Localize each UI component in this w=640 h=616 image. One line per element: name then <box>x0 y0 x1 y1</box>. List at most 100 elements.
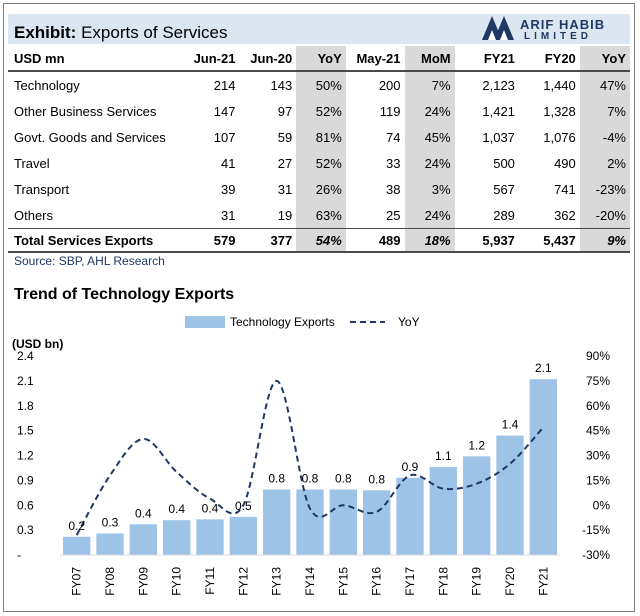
bar-technology-exports <box>296 489 324 555</box>
bar-data-label: 1.2 <box>468 438 485 452</box>
legend-label-technology-exports: Technology Exports <box>230 315 335 329</box>
source-note: Source: SBP, AHL Research <box>14 254 165 268</box>
cell-fy21: 1,037 <box>482 129 515 145</box>
right-axis-tick-label: 75% <box>586 374 610 388</box>
row-label: Other Business Services <box>14 103 157 119</box>
header-may21: May-21 <box>345 46 405 72</box>
right-axis-tick-label: -15% <box>582 523 610 537</box>
table-header-row: USD mn Jun-21 Jun-20 YoY May-21 MoM FY21… <box>8 46 630 72</box>
bar-data-label: 0.5 <box>235 499 252 513</box>
x-axis-category-label: FY12 <box>236 567 250 596</box>
cell-fy21: 289 <box>493 207 515 223</box>
cell-may21: 74 <box>386 129 401 145</box>
cell-yoy-month: 63% <box>296 202 346 229</box>
right-axis-tick-label: 90% <box>586 349 610 363</box>
bar-technology-exports <box>129 524 157 555</box>
bar-data-label: 0.4 <box>168 502 185 516</box>
right-axis-tick-label: 0% <box>593 498 611 512</box>
cell-jun21: 147 <box>213 103 236 119</box>
table-row: Govt. Goods and Services 107 59 81% 74 4… <box>8 124 630 150</box>
x-axis-category-label: FY14 <box>303 567 317 596</box>
left-axis-tick-label: 0.6 <box>17 498 34 512</box>
cell-yoy-month: 54% <box>296 228 346 253</box>
cell-fy20: 1,328 <box>543 103 576 119</box>
row-label: Transport <box>14 181 70 197</box>
cell-jun21: 31 <box>221 207 236 223</box>
bar-data-label: 0.4 <box>135 506 152 520</box>
bar-data-label: 0.8 <box>302 471 319 485</box>
cell-jun20: 31 <box>277 181 293 197</box>
left-axis-tick-label: 1.5 <box>17 424 34 438</box>
cell-fy20: 1,440 <box>543 77 576 93</box>
left-axis-tick-label: 1.2 <box>17 449 34 463</box>
header-jun21: Jun-21 <box>181 46 240 72</box>
cell-yoy-fy: 9% <box>579 228 630 253</box>
cell-jun20: 377 <box>239 228 297 253</box>
bar-data-label: 0.4 <box>202 501 219 515</box>
cell-jun20: 143 <box>270 77 293 93</box>
cell-yoy-month: 26% <box>296 176 346 202</box>
cell-jun21: 579 <box>181 228 240 253</box>
bar-technology-exports <box>63 536 91 555</box>
cell-mom: 24% <box>404 98 455 124</box>
yoy-line <box>75 379 545 536</box>
cell-jun20: 19 <box>277 207 293 223</box>
cell-jun20: 97 <box>277 103 293 119</box>
bar-data-label: 1.1 <box>435 449 452 463</box>
x-axis-category-label: FY08 <box>103 567 117 596</box>
cell-fy21: 1,421 <box>482 103 515 119</box>
bar-data-label: 1.4 <box>502 418 519 432</box>
cell-fy20: 490 <box>554 155 576 171</box>
x-axis-category-label: FY16 <box>370 567 384 596</box>
legend-label-yoy: YoY <box>398 315 420 329</box>
cell-fy20: 362 <box>554 207 576 223</box>
logo-mark-icon <box>482 16 514 40</box>
bar-technology-exports <box>463 456 491 555</box>
cell-yoy-fy: 2% <box>579 150 630 176</box>
bar-technology-exports <box>429 467 457 555</box>
cell-mom: 3% <box>404 176 455 202</box>
cell-jun21: 214 <box>213 77 236 93</box>
x-axis-category-label: FY11 <box>203 567 217 595</box>
services-exports-table: USD mn Jun-21 Jun-20 YoY May-21 MoM FY21… <box>8 46 630 253</box>
header-fy21: FY21 <box>454 46 519 72</box>
cell-yoy-fy: -23% <box>579 176 630 202</box>
left-axis-tick-label: 1.8 <box>17 399 34 413</box>
bar-data-label: 0.8 <box>335 471 352 485</box>
bar-technology-exports <box>263 489 291 555</box>
bar-technology-exports <box>363 490 391 555</box>
cell-mom: 24% <box>404 150 455 176</box>
bar-technology-exports <box>529 379 557 555</box>
right-axis-tick-label: 60% <box>586 399 610 413</box>
header-fy20: FY20 <box>518 46 580 72</box>
cell-fy21: 2,123 <box>482 77 515 93</box>
bar-technology-exports <box>229 516 257 555</box>
cell-fy20: 5,437 <box>518 228 580 253</box>
cell-may21: 38 <box>386 181 401 197</box>
bar-technology-exports <box>329 489 357 555</box>
x-axis-category-label: FY13 <box>270 567 284 596</box>
x-axis-category-label: FY20 <box>503 567 517 596</box>
bar-technology-exports <box>396 477 424 555</box>
right-axis-tick-label: 45% <box>586 424 610 438</box>
table-row: Transport 39 31 26% 38 3% 567 741 -23% <box>8 176 630 202</box>
cell-yoy-month: 52% <box>296 98 346 124</box>
cell-jun21: 41 <box>221 155 236 171</box>
right-axis-tick-label: -30% <box>582 548 610 562</box>
x-axis-category-label: FY09 <box>136 567 150 596</box>
left-axis-tick-label: 0.3 <box>17 523 34 537</box>
bar-data-label: 2.1 <box>535 361 552 375</box>
header-yoy-fy: YoY <box>579 46 630 72</box>
x-axis-category-label: FY19 <box>470 567 484 596</box>
bar-technology-exports <box>163 520 191 555</box>
cell-yoy-fy: -4% <box>579 124 630 150</box>
right-axis-tick-label: 30% <box>586 449 610 463</box>
x-axis-category-label: FY21 <box>536 567 550 596</box>
cell-yoy-fy: 47% <box>579 71 630 98</box>
bar-data-label: 0.9 <box>402 460 419 474</box>
cell-may21: 200 <box>378 77 401 93</box>
x-axis-category-label: FY15 <box>336 567 350 596</box>
exhibit-title-bold: Exhibit: <box>14 23 77 42</box>
table-row: Travel 41 27 52% 33 24% 500 490 2% <box>8 150 630 176</box>
row-label: Others <box>14 207 54 223</box>
